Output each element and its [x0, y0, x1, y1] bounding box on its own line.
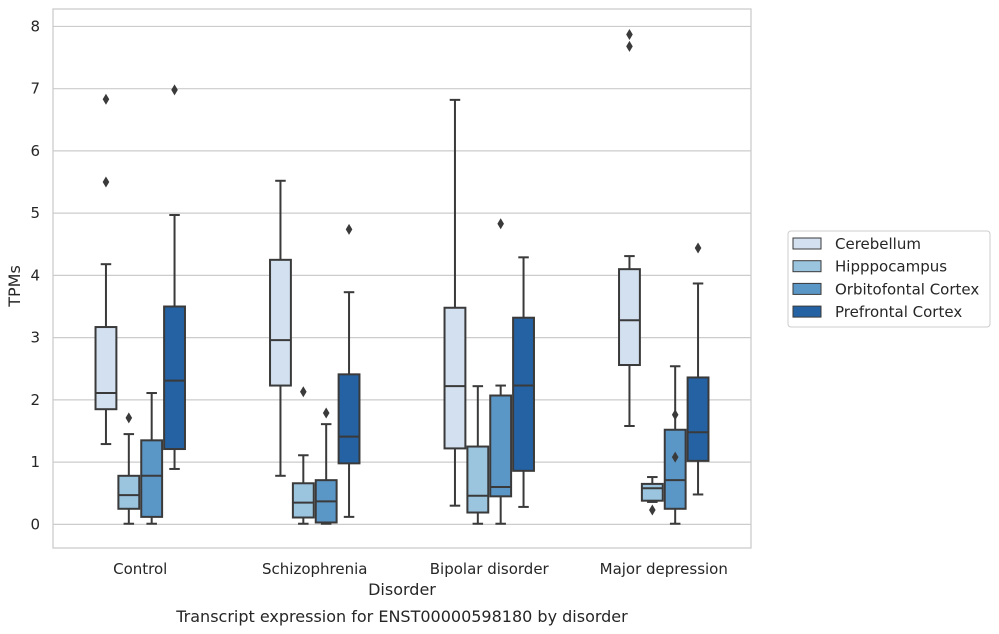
outlier-point	[671, 409, 679, 421]
outlier-point	[125, 412, 133, 424]
box-plot-1-1	[291, 386, 315, 525]
box-plot-3-3	[686, 242, 710, 496]
outlier-point	[626, 29, 633, 41]
box-iqr	[466, 445, 490, 514]
outlier-point	[626, 40, 633, 52]
box-plot-0-3	[163, 84, 186, 470]
box-iqr	[140, 439, 164, 518]
plot-frame	[52, 8, 752, 549]
box-iqr	[618, 268, 641, 367]
box-iqr	[269, 258, 292, 387]
y-tick-label: 2	[30, 391, 40, 409]
chart-caption: Transcript expression for ENST0000059818…	[175, 607, 628, 626]
outlier-point	[649, 504, 656, 516]
x-tick-label: Schizophrenia	[262, 560, 367, 578]
y-tick-label: 7	[30, 80, 40, 98]
outlier-point	[497, 218, 504, 230]
legend-label: Hipppocampus	[835, 258, 947, 276]
box-plot-2-0	[443, 98, 467, 507]
y-tick-label: 4	[30, 266, 40, 284]
box-iqr	[489, 394, 513, 498]
y-tick-labels: 0 1 2 3 4 5 6 7 8	[30, 17, 40, 533]
y-tick-label: 6	[30, 142, 40, 160]
outlier-point	[300, 386, 307, 398]
box-plot-1-3	[337, 223, 361, 518]
box-iqr	[640, 482, 664, 502]
outlier-point	[102, 176, 110, 188]
x-tick-labels: Control Schizophrenia Bipolar disorder Majo…	[113, 560, 728, 578]
x-tick-label: Major depression	[600, 560, 728, 578]
y-axis-label: TPMs	[5, 265, 24, 308]
box-iqr	[291, 482, 315, 519]
box-plot-0-0	[94, 93, 118, 446]
box-iqr	[512, 316, 535, 472]
box-plot-3-0	[618, 29, 641, 428]
outlier-point	[102, 93, 110, 105]
y-tick-label: 0	[30, 515, 40, 533]
box-iqr	[443, 306, 467, 450]
box-plot-1-0	[269, 179, 292, 477]
y-tick-label: 5	[30, 204, 40, 222]
box-iqr	[663, 428, 687, 510]
box-plot-2-1	[466, 385, 490, 525]
y-tick-label: 8	[30, 17, 40, 35]
x-tick-label: Control	[113, 560, 167, 578]
box-plot-2-3	[512, 256, 535, 508]
box-groups	[94, 29, 710, 525]
legend-label: Orbitofontal Cortex	[835, 280, 979, 298]
legend-swatch	[792, 260, 822, 273]
box-plot-2-2	[489, 218, 513, 525]
box-iqr	[686, 376, 710, 462]
box-plot-3-1	[640, 476, 664, 516]
box-plot-3-2	[663, 365, 687, 525]
box-iqr	[117, 474, 141, 510]
legend-label: Cerebellum	[835, 235, 921, 253]
y-tick-label: 1	[30, 453, 40, 471]
box-iqr	[337, 373, 361, 465]
box-plot-0-2	[140, 392, 164, 525]
box-iqr	[94, 326, 118, 411]
outlier-point	[322, 407, 330, 419]
y-tick-label: 3	[30, 329, 40, 347]
legend-frame	[787, 230, 991, 328]
x-axis-label: Disorder	[368, 580, 436, 599]
legend-swatch	[792, 282, 822, 295]
legend-swatch	[792, 237, 822, 250]
outlier-point	[345, 223, 353, 235]
outlier-point	[671, 451, 679, 463]
outlier-point	[171, 84, 178, 96]
outlier-point	[694, 242, 702, 254]
x-tick-label: Bipolar disorder	[430, 560, 550, 578]
legend-swatch	[792, 305, 822, 318]
box-plot-1-2	[314, 407, 338, 525]
legend-label: Prefrontal Cortex	[835, 303, 962, 321]
box-plot-0-1	[117, 412, 141, 525]
box-iqr	[163, 305, 186, 451]
legend: Cerebellum Hipppocampus Orbitofontal Corte…	[787, 230, 991, 328]
